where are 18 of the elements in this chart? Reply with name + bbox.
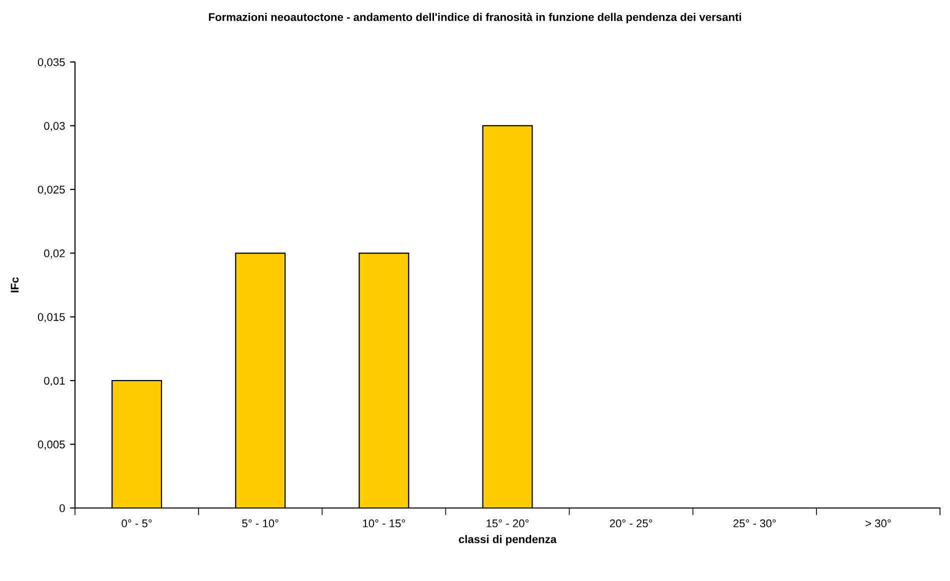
- x-tick-label: 20° - 25°: [610, 519, 652, 528]
- y-axis-title: IFc: [10, 277, 19, 292]
- x-tick-label: > 30°: [866, 519, 891, 528]
- x-axis-title: classi di pendenza: [458, 535, 557, 546]
- x-tick-label: 10° - 15°: [363, 519, 406, 528]
- y-tick-label: 0,015: [38, 313, 65, 322]
- y-tick-label: 0,03: [44, 122, 65, 132]
- y-tick-label: 0,025: [38, 186, 65, 195]
- x-tick-label: 5° - 10°: [242, 519, 278, 528]
- y-tick-label: 0: [60, 504, 65, 512]
- x-tick-label: 15° - 20°: [486, 519, 529, 528]
- x-tick-label: 25° - 30°: [733, 519, 776, 528]
- x-tick-label: 0° - 5°: [122, 519, 152, 528]
- y-tick-label: 0,01: [44, 376, 65, 386]
- y-tick-label: 0,02: [44, 249, 65, 259]
- chart-title: Formazioni neoautoctone - andamento dell'indice di franosità in funzione della pendenza dei versanti: [208, 12, 742, 24]
- y-tick-label: 0,005: [38, 440, 65, 450]
- y-tick-label: 0,035: [38, 58, 65, 68]
